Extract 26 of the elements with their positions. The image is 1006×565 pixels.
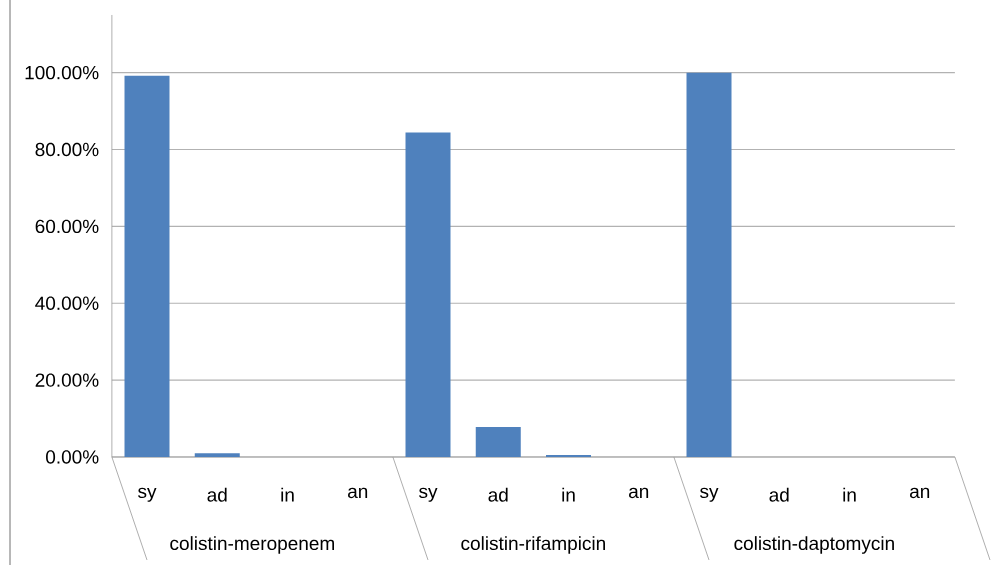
text: colistin-meropenem <box>170 536 334 554</box>
bar <box>194 453 240 457</box>
text: colistin-daptomycin <box>734 536 894 554</box>
x-tick-label: in <box>843 487 856 502</box>
x-tick-label: an <box>348 487 368 499</box>
x-tick-label: ad <box>488 487 508 502</box>
y-tick-label: 0.00% <box>46 450 99 464</box>
y-tick-label: 100.00% <box>25 65 99 80</box>
bar <box>686 72 732 457</box>
x-tick-label: in <box>562 487 575 502</box>
x-tick-label: in <box>281 487 294 502</box>
x-tick-label: sy <box>419 487 438 502</box>
y-tick-label: 20.00% <box>35 373 99 387</box>
bar <box>475 427 521 457</box>
y-tick-label: 40.00% <box>35 296 99 310</box>
x-tick-label: sy <box>138 487 157 502</box>
x-tick-label: an <box>629 487 649 499</box>
y-tick-label: 60.00% <box>35 219 99 234</box>
bar <box>124 75 170 457</box>
bar <box>405 132 451 457</box>
y-tick-label: 80.00% <box>35 142 99 157</box>
x-tick-label: ad <box>207 487 227 502</box>
x-tick-label: ad <box>769 487 789 502</box>
x-tick-label: sy <box>700 487 719 502</box>
text: colistin-rifampicin <box>461 536 605 554</box>
x-tick-label: an <box>910 487 930 499</box>
